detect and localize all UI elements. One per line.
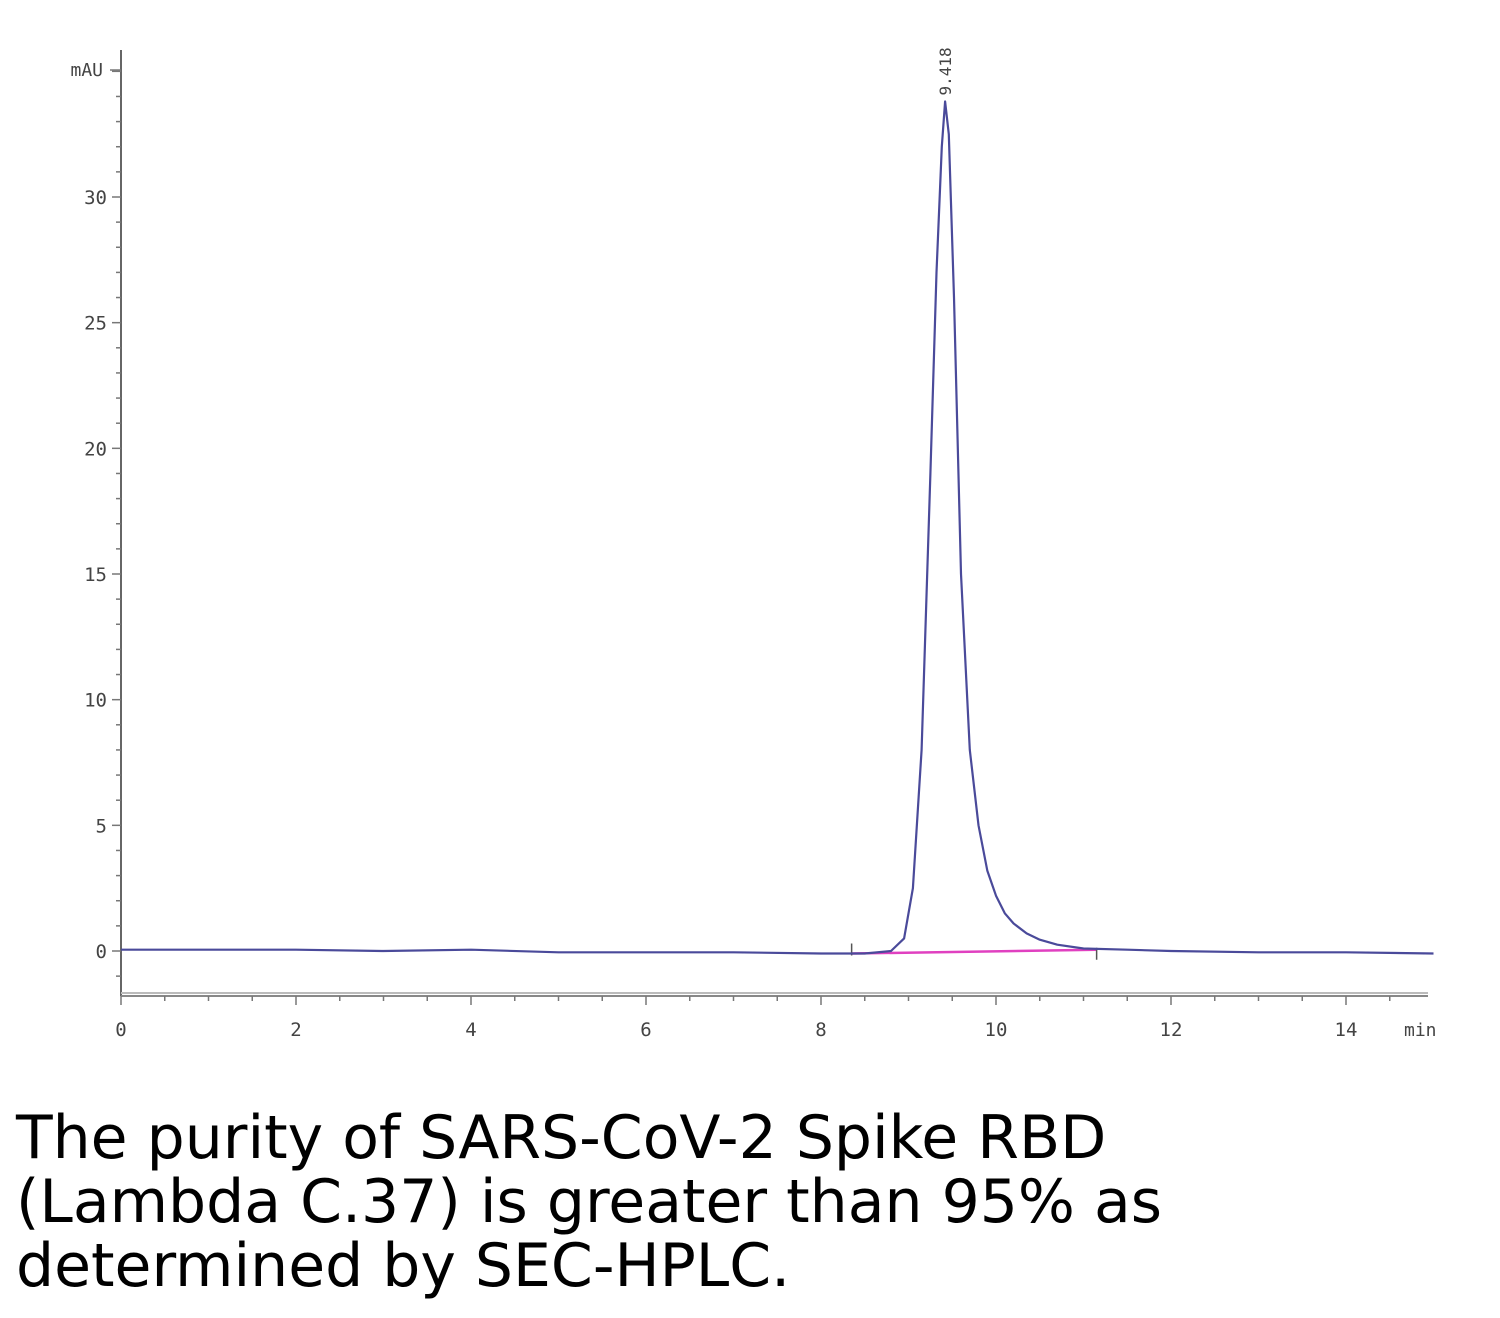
x-tick-label: 2 — [290, 1019, 301, 1041]
x-tick-label: 14 — [1335, 1019, 1358, 1041]
y-tick-label: 25 — [84, 313, 107, 335]
x-tick-label: 10 — [985, 1019, 1008, 1041]
y-tick-label: 20 — [84, 438, 107, 460]
y-axis-unit-label: mAU — [70, 60, 103, 81]
x-tick-label: 12 — [1160, 1019, 1183, 1041]
x-tick-label: 6 — [640, 1019, 651, 1041]
x-axis-unit-label: min — [1404, 1020, 1437, 1041]
chromatogram-chart: 0 5 10 15 20 25 30 mAU 0 2 4 6 8 10 12 14 min 9.418 — [70, 47, 1437, 1041]
signal-trace — [121, 100, 1434, 955]
plot-area: 9.418 — [121, 47, 1434, 960]
figure-caption: The purity of SARS-CoV-2 Spike RBD (Lamb… — [16, 1103, 1163, 1301]
y-tick-label: 30 — [84, 187, 107, 209]
integration-baseline — [851, 948, 1097, 955]
y-tick-label: 0 — [96, 941, 107, 963]
x-tick-label: 0 — [115, 1019, 126, 1041]
peak-retention-label: 9.418 — [936, 47, 955, 95]
x-tick-label: 4 — [465, 1019, 476, 1041]
y-tick-label: 10 — [84, 690, 107, 712]
y-tick-label: 15 — [84, 564, 107, 586]
x-tick-label: 8 — [815, 1019, 826, 1041]
y-tick-label: 5 — [96, 815, 107, 837]
axes: 0 5 10 15 20 25 30 mAU 0 2 4 6 8 10 12 14 min — [70, 50, 1437, 1041]
